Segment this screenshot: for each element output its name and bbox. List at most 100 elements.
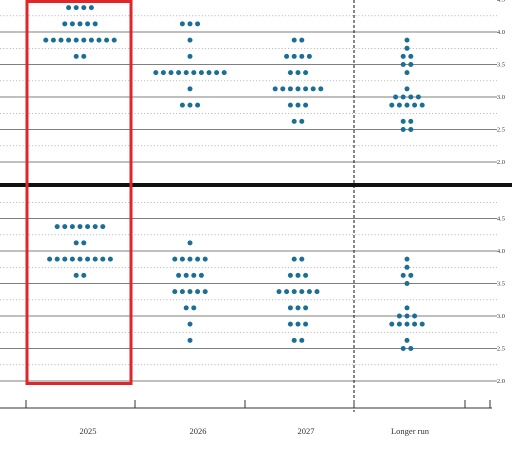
dot <box>88 5 94 11</box>
dot <box>299 37 305 43</box>
dot <box>85 21 91 27</box>
dot <box>400 94 406 100</box>
dot <box>187 53 193 59</box>
dot <box>408 53 414 59</box>
y-tick-label: 4.5 <box>497 0 505 4</box>
dot <box>299 289 305 295</box>
dot <box>183 70 189 76</box>
dot <box>168 70 174 76</box>
dot <box>187 37 193 43</box>
dot <box>419 321 425 327</box>
y-tick-label: 2.0 <box>497 378 505 385</box>
dot <box>303 305 309 311</box>
y-tick-label: 4.0 <box>497 248 505 255</box>
dot <box>412 313 418 319</box>
dot <box>202 256 208 262</box>
dot <box>404 37 410 43</box>
dot <box>81 53 87 59</box>
dot <box>81 37 87 43</box>
dot <box>187 321 193 327</box>
dot <box>404 321 410 327</box>
dot <box>66 5 72 11</box>
dot <box>54 224 60 230</box>
dot <box>187 256 193 262</box>
dot <box>191 70 197 76</box>
dot <box>73 272 79 278</box>
dot <box>404 86 410 92</box>
dot <box>214 70 220 76</box>
dot <box>77 21 83 27</box>
dot <box>287 70 293 76</box>
dot <box>191 305 197 311</box>
dot <box>408 118 414 124</box>
dot <box>299 256 305 262</box>
y-tick-label: 2.5 <box>497 127 505 134</box>
dot <box>183 272 189 278</box>
dot <box>303 86 309 92</box>
dot <box>96 37 102 43</box>
y-tick-label: 3.5 <box>497 62 505 69</box>
dot <box>419 102 425 108</box>
dot <box>160 70 166 76</box>
dot <box>295 70 301 76</box>
y-tick-labels: 2.0 2.5 3.0 3.5 4.0 4.5 2.0 2.5 3.0 3.5 4.0 4.5 <box>497 0 505 385</box>
x-axis <box>0 0 492 412</box>
dot <box>85 256 91 262</box>
dot <box>179 256 185 262</box>
dot <box>276 289 282 295</box>
dot <box>43 37 49 43</box>
dot <box>303 321 309 327</box>
dot <box>400 53 406 59</box>
dot <box>299 53 305 59</box>
y-tick-label: 3.0 <box>497 313 505 320</box>
dot <box>303 272 309 278</box>
dot <box>62 224 68 230</box>
x-tick-labels: 2025 2026 2027 Longer run <box>80 426 430 436</box>
dot <box>92 256 98 262</box>
dot <box>408 272 414 278</box>
y-tick-label: 3.0 <box>497 94 505 101</box>
dot <box>306 289 312 295</box>
dot <box>404 305 410 311</box>
dot <box>81 272 87 278</box>
dot <box>77 224 83 230</box>
dot <box>408 94 414 100</box>
dot <box>400 346 406 351</box>
dot <box>187 337 193 343</box>
dot <box>404 337 410 343</box>
dot <box>69 224 75 230</box>
y-tick-label: 2.5 <box>497 346 505 353</box>
dot <box>408 346 414 351</box>
dot <box>272 86 278 92</box>
dot <box>111 37 117 43</box>
dot <box>287 272 293 278</box>
dot <box>183 305 189 311</box>
dot <box>198 70 204 76</box>
dot <box>400 62 406 67</box>
dot <box>412 102 418 108</box>
dot <box>179 21 185 27</box>
dot <box>291 53 297 59</box>
dot <box>92 21 98 27</box>
dot <box>295 86 301 92</box>
dot <box>191 272 197 278</box>
dot <box>179 102 185 108</box>
dot <box>295 272 301 278</box>
dot <box>172 256 178 262</box>
highlight-box <box>25 0 133 385</box>
dot <box>389 102 395 108</box>
dot <box>404 256 410 262</box>
dot <box>287 86 293 92</box>
dot <box>202 289 208 295</box>
dot <box>396 313 402 319</box>
dot <box>306 53 312 59</box>
dot <box>100 256 106 262</box>
dot <box>408 127 414 132</box>
dot <box>54 256 60 262</box>
dot <box>291 118 297 124</box>
grid-lines <box>0 15 497 382</box>
dot <box>295 321 301 327</box>
dot <box>404 313 410 319</box>
dot <box>81 240 87 246</box>
